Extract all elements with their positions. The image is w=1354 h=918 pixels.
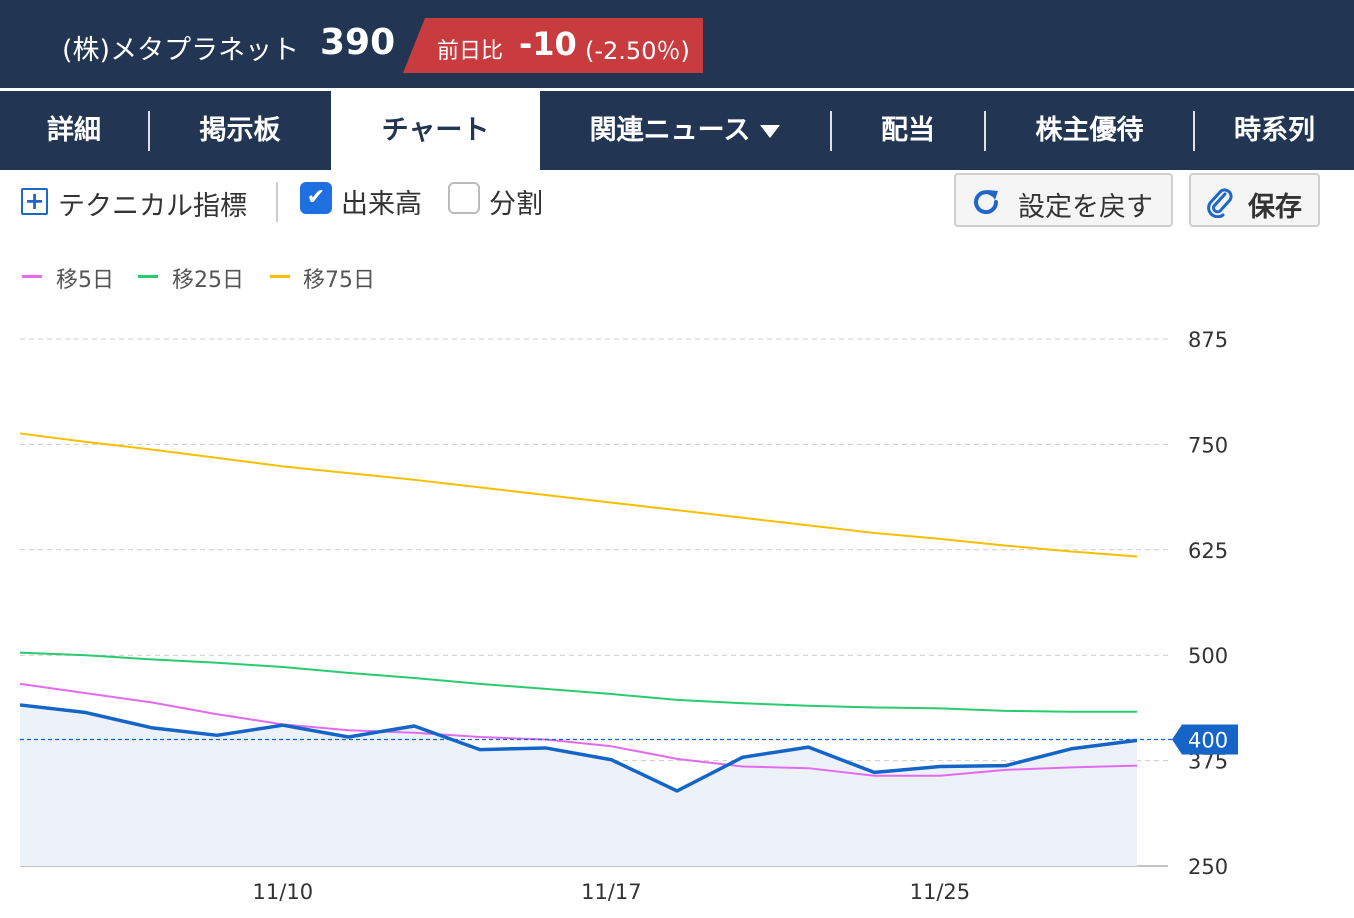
y-tick-label: 625: [1188, 539, 1228, 563]
current-price-label: 400: [1188, 729, 1228, 753]
price-change-badge: 前日比 -10 (-2.50％): [403, 18, 703, 73]
tab-dividend[interactable]: 配当: [881, 115, 935, 146]
reset-settings-button[interactable]: 設定を戻す: [954, 173, 1173, 227]
volume-checkbox[interactable]: ✔: [300, 182, 332, 214]
tab-board[interactable]: 掲示板: [199, 115, 281, 146]
legend-swatch-ma75: [270, 275, 290, 278]
tab-divider: [984, 111, 986, 151]
legend-ma25: 移25日: [172, 268, 244, 293]
change-value: -10: [519, 25, 577, 63]
tab-time-series[interactable]: 時系列: [1234, 115, 1315, 146]
split-checkbox[interactable]: [448, 182, 480, 214]
company-name: (株)メタプラネット: [62, 35, 300, 66]
tab-bar: 詳細 掲示板 チャート 関連ニュース 配当 株主優待 時系列: [0, 91, 1354, 170]
split-label[interactable]: 分割: [489, 189, 543, 220]
legend-swatch-ma5: [22, 275, 42, 278]
plus-icon[interactable]: +: [21, 188, 48, 215]
reset-label: 設定を戻す: [1018, 192, 1153, 223]
tab-divider: [1193, 111, 1195, 151]
check-icon: ✔: [306, 185, 326, 210]
moving-average-line: [19, 651, 1137, 713]
chevron-down-icon: [760, 125, 781, 138]
tab-shareholder-benefits[interactable]: 株主優待: [1035, 115, 1144, 146]
tab-related-news[interactable]: 関連ニュース: [540, 91, 830, 170]
y-tick-label: 500: [1188, 644, 1228, 668]
x-tick-label: 11/10: [253, 880, 314, 904]
stock-header: (株)メタプラネット 390 前日比 -10 (-2.50％): [0, 0, 1354, 88]
moving-average-line: [19, 682, 1138, 777]
refresh-icon: [974, 190, 999, 215]
volume-label[interactable]: 出来高: [341, 189, 422, 220]
current-price: 390: [320, 22, 396, 63]
legend-ma75: 移75日: [303, 268, 375, 293]
legend-ma5: 移5日: [56, 268, 114, 293]
change-label: 前日比: [437, 39, 504, 64]
x-tick-label: 11/17: [581, 880, 642, 904]
x-tick-label: 11/25: [910, 880, 971, 904]
moving-average-line: [19, 432, 1138, 558]
tab-details[interactable]: 詳細: [47, 115, 101, 146]
current-price-tag: [1172, 724, 1238, 755]
price-line: [19, 703, 1138, 793]
technical-indicator-button[interactable]: テクニカル指標: [58, 191, 247, 222]
paperclip-icon: [1207, 188, 1233, 218]
change-percent: (-2.50％): [585, 37, 690, 65]
y-tick-label: 875: [1188, 328, 1228, 352]
toolbar-divider: [276, 182, 278, 222]
tab-chart[interactable]: チャート: [331, 91, 540, 170]
y-tick-label: 750: [1188, 433, 1228, 457]
tab-divider: [830, 111, 832, 151]
y-tick-label: 250: [1188, 855, 1228, 879]
price-area: [20, 704, 1137, 866]
legend-swatch-ma25: [138, 275, 158, 278]
save-label: 保存: [1248, 192, 1302, 223]
save-button[interactable]: 保存: [1189, 173, 1320, 227]
tab-divider: [148, 111, 150, 151]
